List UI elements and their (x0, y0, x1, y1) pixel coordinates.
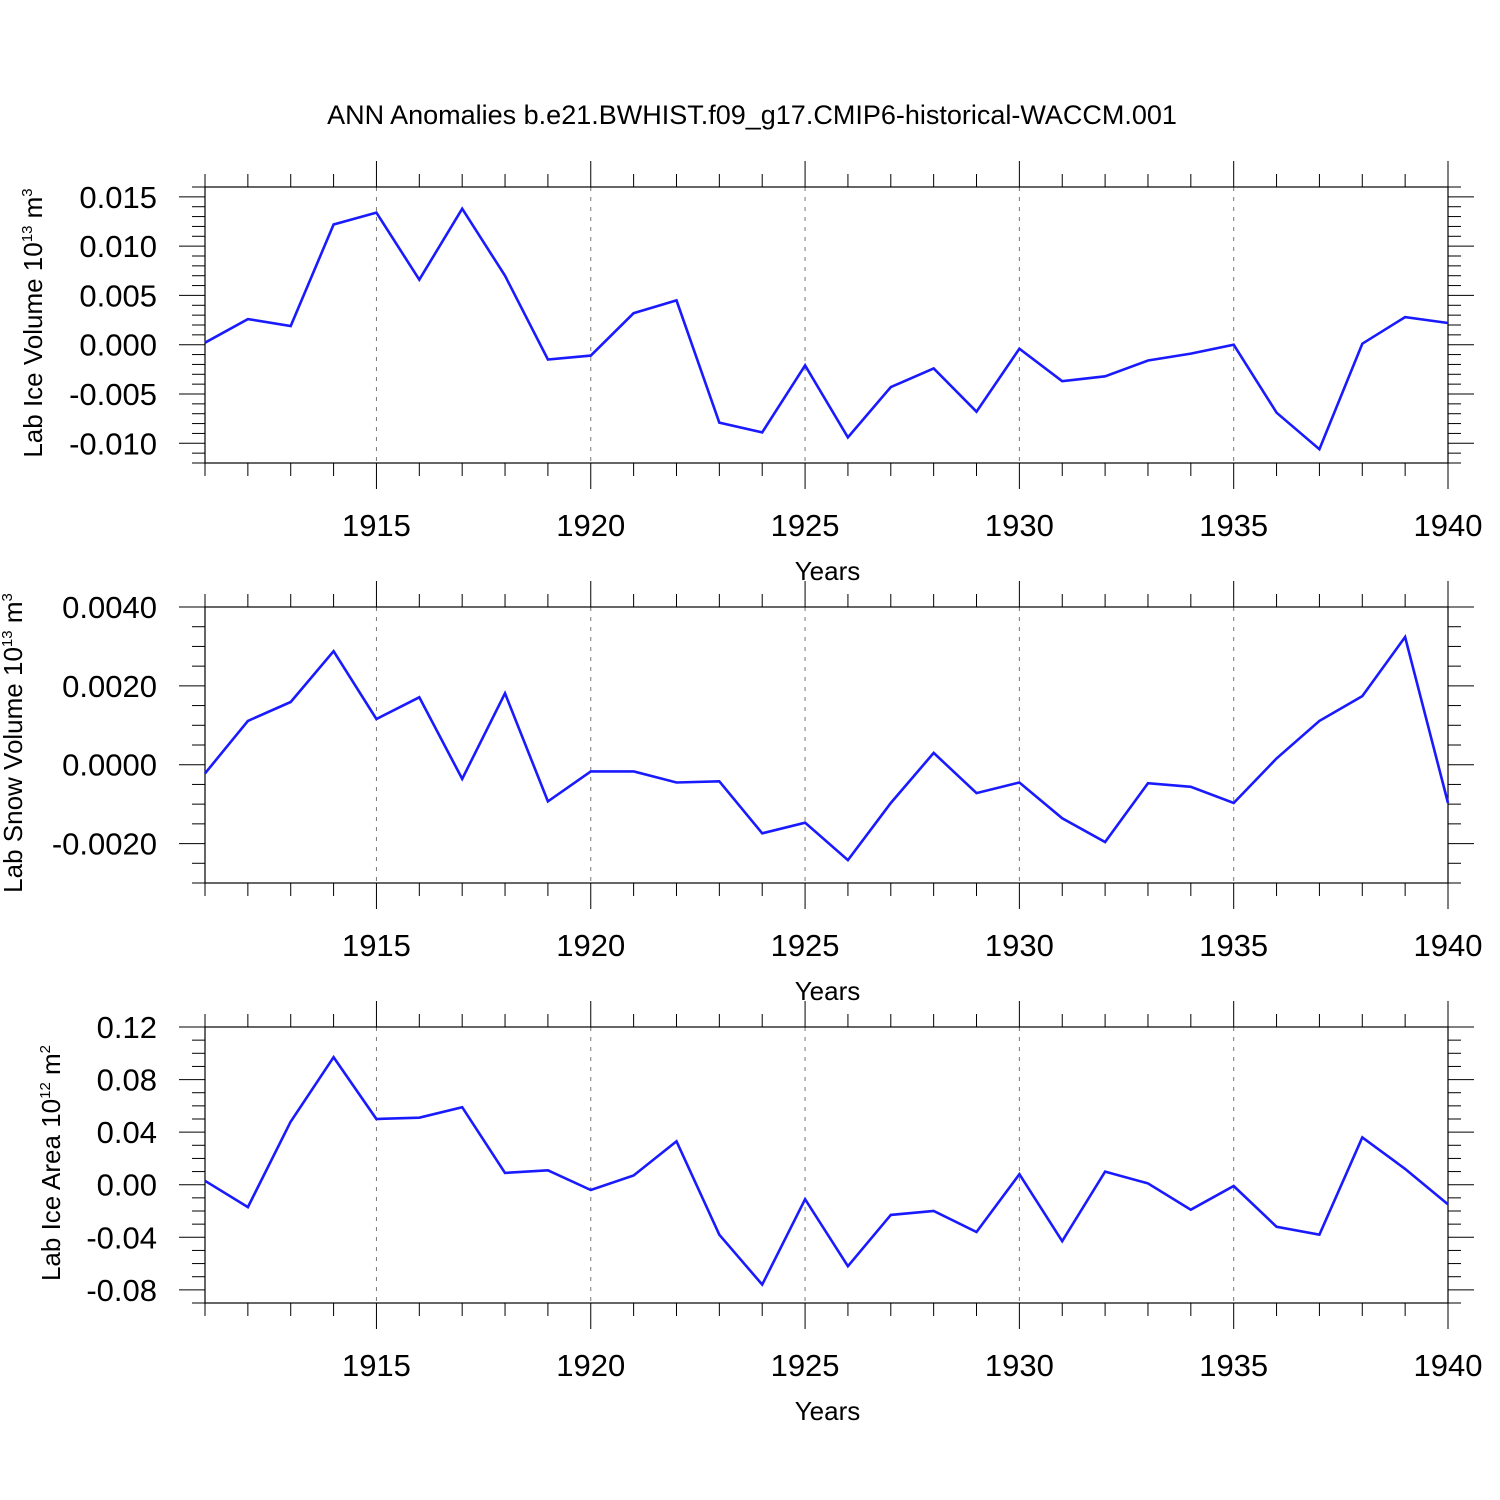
series-line (204, 206, 1449, 452)
y-tick-label: -0.08 (86, 1273, 157, 1308)
x-tick-label: 1920 (556, 508, 625, 543)
x-axis-title: Years (795, 556, 861, 586)
y-tick-label: 0.0020 (62, 669, 157, 704)
x-tick-label: 1940 (1414, 1348, 1483, 1383)
x-tick-label: 1925 (771, 508, 840, 543)
y-tick-label: -0.0020 (52, 827, 157, 862)
series-line (203, 634, 1450, 862)
y-tick-label: 0.0000 (62, 748, 157, 783)
x-tick-label: 1940 (1414, 508, 1483, 543)
x-tick-label: 1915 (342, 508, 411, 543)
x-tick-label: 1920 (556, 928, 625, 963)
x-tick-label: 1925 (771, 928, 840, 963)
y-tick-label: -0.04 (86, 1220, 157, 1255)
y-tick-label: 0.00 (97, 1168, 157, 1203)
y-tick-label: 0.015 (79, 180, 157, 215)
chart-panel-2: 0.0040 0.0020 0.0000 -0.0020 1915 1920 1925 193… (0, 581, 1482, 1006)
y-tick-label: 0.010 (79, 229, 157, 264)
y-tick-label: 0.005 (79, 278, 157, 313)
y-tick-label: -0.005 (69, 377, 157, 412)
x-tick-label: 1930 (985, 928, 1054, 963)
x-axis-title: Years (795, 1396, 861, 1426)
y-tick-label: 0.04 (97, 1115, 157, 1150)
figure-title: ANN Anomalies b.e21.BWHIST.f09_g17.CMIP6… (327, 100, 1177, 130)
x-tick-label: 1930 (985, 508, 1054, 543)
x-tick-label: 1920 (556, 1348, 625, 1383)
y-tick-label: -0.010 (69, 426, 157, 461)
plot-frame (204, 1026, 1449, 1304)
chart-panel-1: 0.015 0.010 0.005 0.000 -0.005 -0.010 1915 1920… (18, 161, 1482, 586)
chart-panel-3: 0.12 0.08 0.04 0.00 -0.04 -0.08 1915 1920 1925 19… (36, 1001, 1482, 1426)
y-axis-title: Lab Ice Volume 1013 m3 (18, 188, 48, 457)
y-axis-title: Lab Snow Volume 1013 m3 (0, 593, 28, 893)
x-tick-label: 1940 (1414, 928, 1483, 963)
x-tick-label: 1915 (342, 1348, 411, 1383)
x-tick-label: 1930 (985, 1348, 1054, 1383)
series-line (204, 1054, 1449, 1287)
y-tick-label: 0.08 (97, 1063, 157, 1098)
y-tick-label: 0.0040 (62, 590, 157, 625)
x-tick-label: 1935 (1199, 1348, 1268, 1383)
x-tick-label: 1925 (771, 1348, 840, 1383)
x-axis-title: Years (795, 976, 861, 1006)
y-axis-title: Lab Ice Area 1012 m2 (36, 1045, 66, 1281)
plot-frame (204, 186, 1449, 464)
x-tick-label: 1935 (1199, 928, 1268, 963)
x-tick-label: 1915 (342, 928, 411, 963)
y-tick-label: 0.000 (79, 328, 157, 363)
y-tick-label: 0.12 (97, 1010, 157, 1045)
x-tick-label: 1935 (1199, 508, 1268, 543)
